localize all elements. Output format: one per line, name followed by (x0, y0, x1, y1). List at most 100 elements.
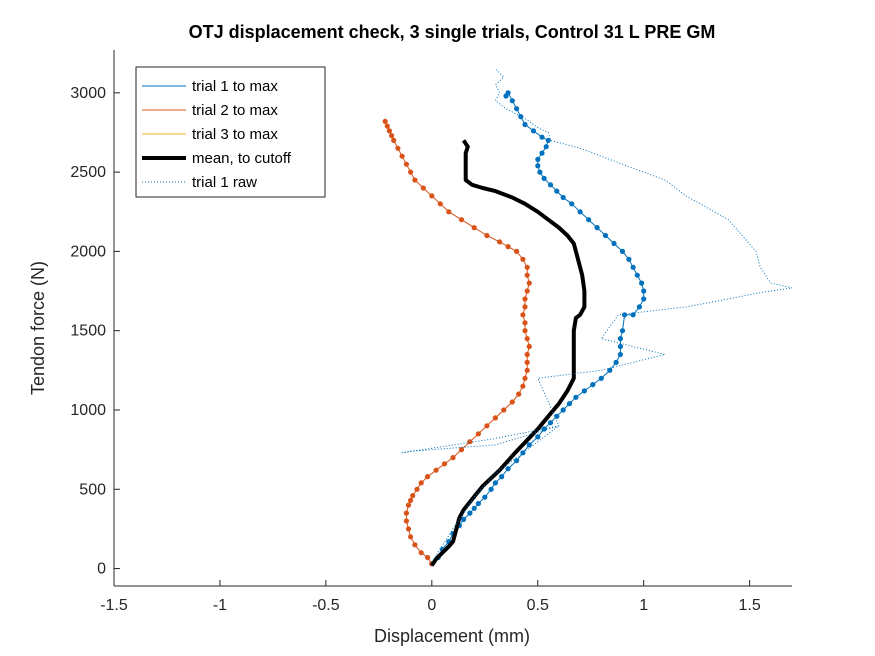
series-1-point (535, 163, 541, 169)
series-1-point (488, 486, 494, 492)
series-2-point (484, 423, 490, 429)
series-1-point (503, 93, 509, 99)
series-1-point (619, 328, 626, 334)
series-1-point (541, 175, 547, 181)
series-1-point (535, 434, 541, 440)
series-2-point (408, 534, 414, 540)
series-1-point (573, 394, 579, 400)
series-2-point (492, 415, 498, 421)
series-1-point (641, 296, 647, 302)
series-2-point (458, 217, 465, 223)
series-1-point (617, 351, 624, 358)
series-1-point (639, 280, 645, 286)
legend-label: trial 2 to max (192, 102, 278, 119)
series-2-point (522, 375, 528, 381)
series-2-point (522, 296, 528, 302)
series-1-point (594, 225, 600, 231)
legend-label: trial 3 to max (192, 126, 278, 143)
series-2-point (524, 264, 530, 270)
x-axis-label: Displacement (mm) (374, 626, 530, 646)
series-2-point (414, 486, 420, 492)
series-1-point (547, 420, 554, 426)
series-2-point (410, 493, 416, 499)
legend: trial 1 to max trial 2 to max trial 3 to m… (135, 66, 326, 198)
series-2-point (429, 193, 435, 199)
series-1-point (530, 128, 537, 134)
series-1-point (634, 272, 640, 278)
series-2-point (405, 526, 412, 532)
series-1-point (514, 106, 520, 112)
x-tick-label: 0 (427, 597, 436, 614)
series-1-point (505, 466, 511, 472)
y-tick-label: 500 (79, 481, 106, 498)
series-2-point (386, 128, 392, 134)
series-2-point (391, 137, 397, 143)
series-1-point (630, 312, 636, 318)
series-2-point (403, 518, 409, 524)
series-2-point (389, 133, 395, 139)
series-2-point (516, 391, 522, 397)
series-2-point (403, 161, 409, 167)
series-1-point (617, 336, 624, 342)
series-1-point (537, 169, 543, 175)
y-tick-label: 2500 (70, 164, 106, 181)
series-2-point (509, 399, 515, 405)
series-1-point (514, 458, 520, 464)
series-2-point (403, 510, 409, 516)
series-1-point (482, 494, 488, 500)
series-1-point (586, 217, 592, 223)
series-2-point (399, 153, 405, 159)
series-line-5 (401, 68, 792, 563)
axes-layer: -1.5 -1 -0.5 0 0.5 1 1.5 0 500 1000 1500 2000 2500 30… (70, 50, 792, 614)
y-tick-label: 1500 (70, 323, 106, 340)
series-2-point (526, 280, 532, 286)
x-tick-label: -0.5 (312, 597, 340, 614)
series-2-point (395, 145, 401, 151)
legend-label: trial 1 to max (192, 78, 278, 95)
series-1-point (543, 144, 549, 150)
series-1-point (569, 201, 575, 207)
series-1-point (492, 480, 498, 486)
series-2-point (505, 244, 511, 250)
series-1-point (539, 150, 545, 156)
series-2-point (408, 497, 414, 503)
legend-label: trial 1 raw (192, 174, 257, 191)
series-2-point (420, 185, 426, 191)
series-2-point (418, 550, 424, 556)
series-2-point (524, 288, 530, 294)
series-2-point (446, 209, 452, 215)
series-2-point (475, 431, 481, 437)
series-2-point (458, 447, 465, 453)
series-1-point (520, 450, 526, 456)
series-2-point (405, 502, 412, 508)
series-1-point (577, 209, 583, 215)
series-2-point (441, 461, 448, 467)
series-2-point (520, 383, 526, 389)
series-2-point (467, 439, 473, 445)
series-1-point (509, 98, 515, 104)
series-1-point (535, 156, 541, 162)
series-layer (382, 68, 792, 567)
series-1-point (630, 264, 636, 270)
series-1-point (598, 375, 604, 381)
x-tick-label: 0.5 (527, 597, 549, 614)
series-2-point (524, 336, 530, 342)
series-2-point (526, 343, 532, 350)
series-2-point (382, 118, 388, 124)
series-2-point (408, 169, 414, 175)
series-1-point (560, 194, 566, 201)
series-line-4 (430, 139, 587, 567)
series-1-point (636, 304, 643, 310)
series-1-point (617, 343, 624, 350)
series-2-point (450, 455, 456, 461)
chart-title: OTJ displacement check, 3 single trials,… (189, 22, 716, 42)
series-1-point (560, 407, 566, 413)
series-2-point (524, 359, 530, 365)
series-1-point (626, 256, 632, 262)
y-axis-label: Tendon force (N) (28, 261, 48, 395)
series-2-point (497, 239, 503, 245)
legend-box (135, 66, 326, 198)
series-1-point (590, 382, 596, 388)
x-tick-label: 1.5 (739, 597, 761, 614)
series-1-point (619, 248, 626, 254)
